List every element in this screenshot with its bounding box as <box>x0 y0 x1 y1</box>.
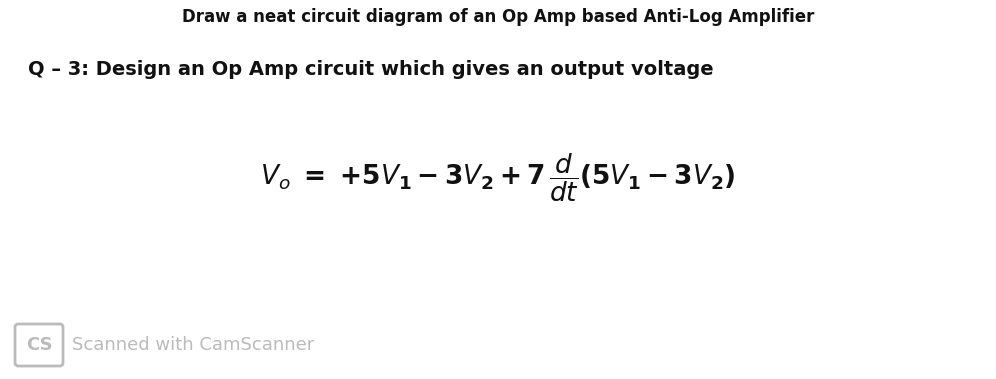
Text: $\mathbf{\mathit{V_o}}\ \mathbf{=}\ \mathbf{+5\mathit{V}_1 - 3\mathit{V}_2 + 7\,: $\mathbf{\mathit{V_o}}\ \mathbf{=}\ \mat… <box>260 152 736 204</box>
Text: Draw a neat circuit diagram of an Op Amp based Anti-Log Amplifier: Draw a neat circuit diagram of an Op Amp… <box>182 8 814 26</box>
Text: CS: CS <box>26 336 53 354</box>
Text: Q – 3: Design an Op Amp circuit which gives an output voltage: Q – 3: Design an Op Amp circuit which gi… <box>28 60 713 79</box>
FancyBboxPatch shape <box>15 324 63 366</box>
Text: Scanned with CamScanner: Scanned with CamScanner <box>72 336 315 354</box>
